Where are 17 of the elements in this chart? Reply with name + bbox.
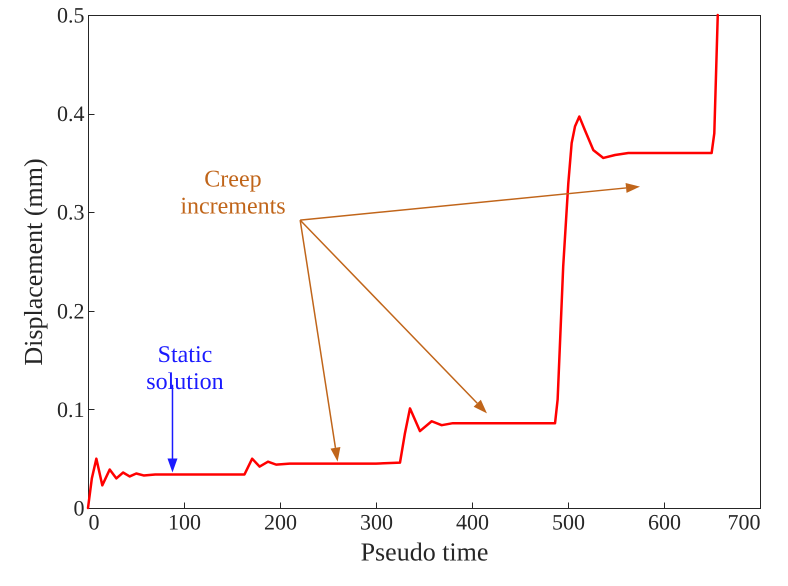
x-tick-label: 600	[648, 510, 681, 534]
x-tick-label: 100	[168, 510, 201, 534]
annotation: Static solution	[146, 342, 224, 396]
y-tick-label: 0.1	[57, 396, 84, 422]
line-series	[86, 14, 720, 510]
x-tick-label: 300	[360, 510, 393, 534]
annotation: Creep increments	[180, 166, 286, 220]
x-axis-title: Pseudo time	[360, 538, 488, 566]
x-tick-label: 700	[728, 510, 760, 534]
x-tick-label: 500	[552, 510, 585, 534]
y-tick-label: 0.4	[57, 101, 84, 126]
x-tick-label: 400	[456, 510, 489, 534]
y-tick-label: 0.3	[57, 200, 84, 225]
x-tick-label: 200	[264, 510, 297, 534]
y-tick-label: 0.5	[57, 2, 84, 28]
y-axis-title: Displacement (mm)	[19, 158, 48, 366]
y-tick-label: 0.2	[57, 298, 84, 324]
